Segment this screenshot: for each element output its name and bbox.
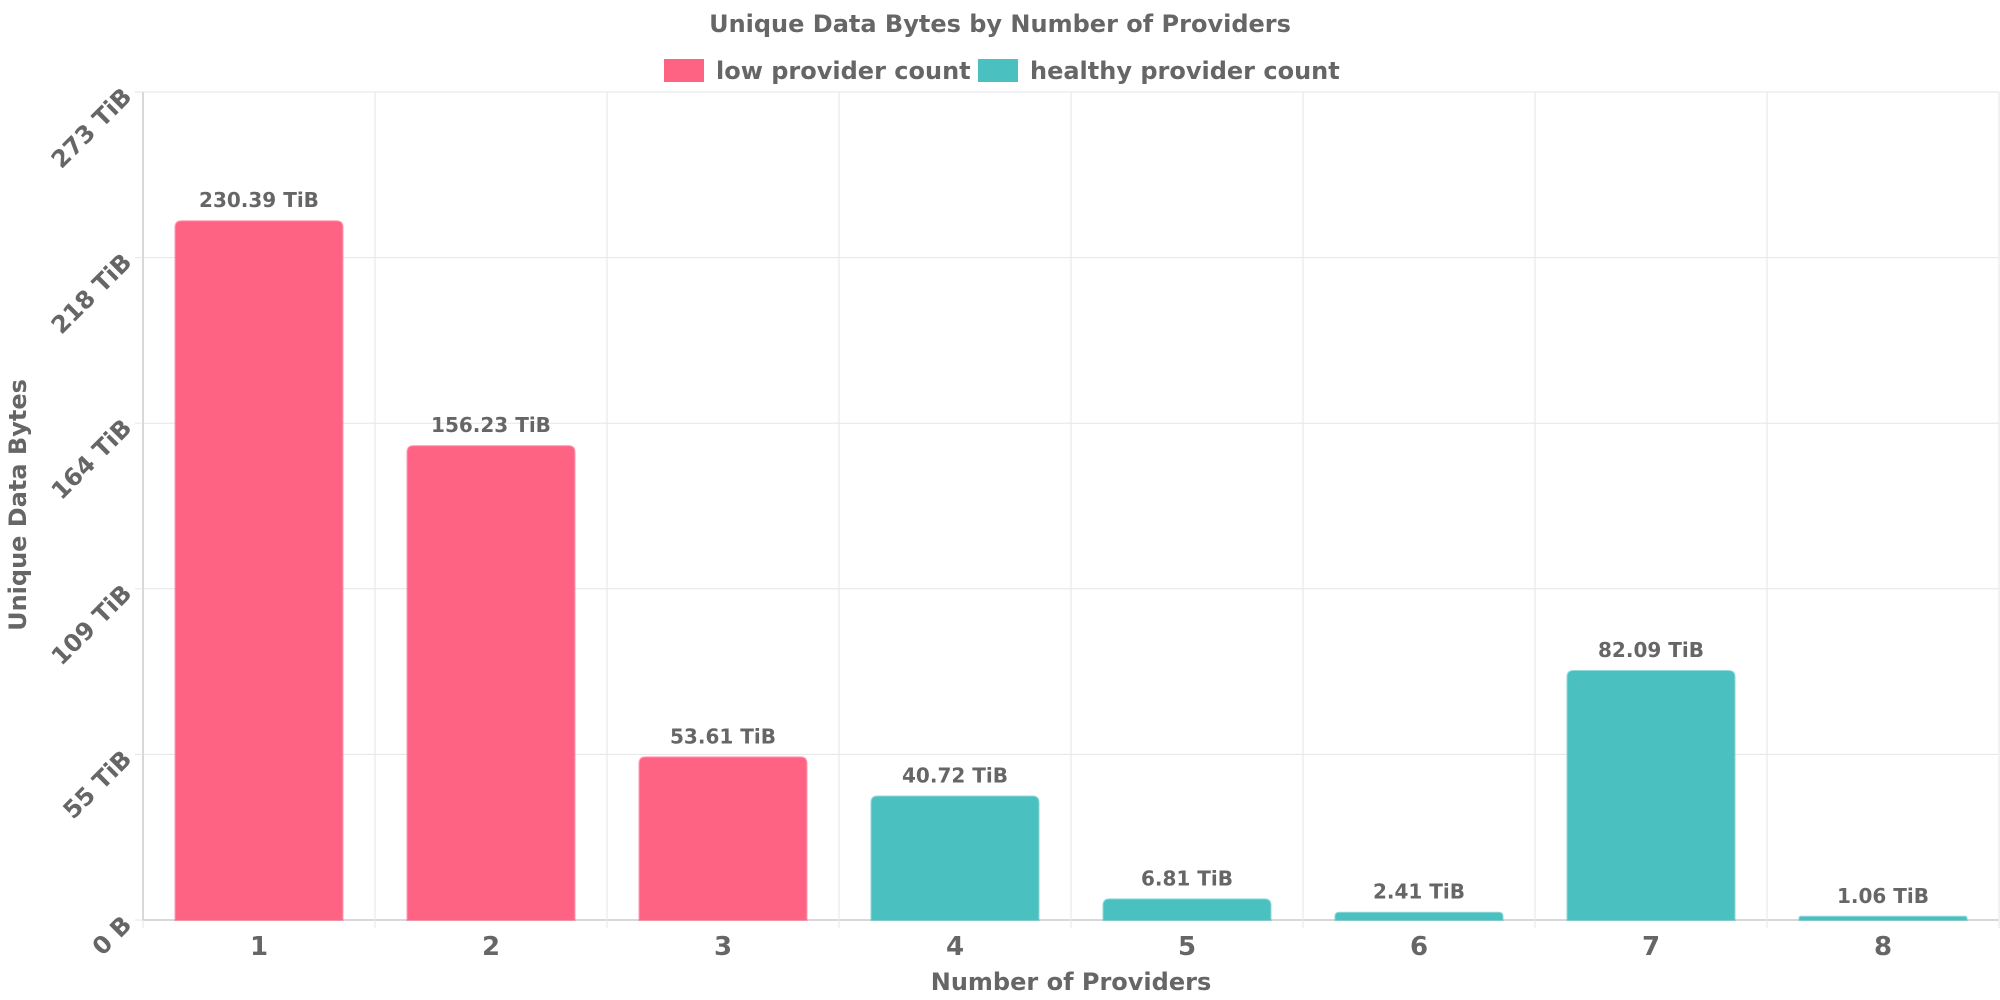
- bar-6[interactable]: [1334, 911, 1504, 921]
- data-label-5: 6.81 TiB: [1141, 866, 1233, 890]
- x-tick-label: 4: [946, 932, 964, 962]
- bar-7[interactable]: [1566, 670, 1736, 921]
- x-tick-label: 2: [482, 932, 500, 962]
- data-label-8: 1.06 TiB: [1837, 884, 1929, 908]
- y-tick-label: 55 TiB: [58, 745, 138, 825]
- x-axis: 1 2 3 4 5 6 7 8: [250, 932, 1892, 962]
- data-label-1: 230.39 TiB: [199, 188, 319, 212]
- bars: [174, 220, 1968, 921]
- data-label-6: 2.41 TiB: [1373, 880, 1465, 904]
- data-label-2: 156.23 TiB: [431, 413, 551, 437]
- x-tick-label: 1: [250, 932, 268, 962]
- data-label-4: 40.72 TiB: [902, 763, 1008, 787]
- legend-swatch-healthy-provider-count[interactable]: [978, 59, 1018, 82]
- data-labels: 230.39 TiB 156.23 TiB 53.61 TiB 40.72 TiB 6.…: [199, 188, 1929, 908]
- data-label-3: 53.61 TiB: [670, 724, 776, 748]
- x-tick-label: 3: [714, 932, 732, 962]
- legend-label-low-provider-count[interactable]: low provider count: [716, 57, 971, 85]
- x-tick-label: 8: [1874, 932, 1892, 962]
- y-tick-label: 218 TiB: [46, 248, 137, 339]
- legend: low provider count healthy provider count: [664, 57, 1340, 85]
- bar-3[interactable]: [638, 756, 808, 921]
- y-tick-label: 273 TiB: [46, 82, 137, 173]
- legend-swatch-low-provider-count[interactable]: [664, 59, 704, 82]
- x-tick-label: 5: [1178, 932, 1196, 962]
- bar-8[interactable]: [1798, 915, 1968, 921]
- x-tick-label: 6: [1410, 932, 1428, 962]
- y-tick-label: 164 TiB: [46, 414, 137, 505]
- bar-1[interactable]: [174, 220, 344, 921]
- bar-5[interactable]: [1102, 898, 1272, 921]
- bar-4[interactable]: [870, 795, 1040, 921]
- chart-title: Unique Data Bytes by Number of Providers: [709, 10, 1291, 38]
- y-tick-label: 0 B: [87, 910, 137, 960]
- y-tick-label: 109 TiB: [46, 579, 137, 670]
- x-tick-label: 7: [1642, 932, 1660, 962]
- bar-2[interactable]: [406, 445, 576, 921]
- x-axis-title: Number of Providers: [931, 968, 1211, 996]
- y-axis: 0 B 55 TiB 109 TiB 164 TiB 218 TiB 273 TiB: [46, 82, 137, 960]
- y-axis-title: Unique Data Bytes: [4, 379, 32, 631]
- legend-label-healthy-provider-count[interactable]: healthy provider count: [1030, 57, 1340, 85]
- data-label-7: 82.09 TiB: [1598, 638, 1704, 662]
